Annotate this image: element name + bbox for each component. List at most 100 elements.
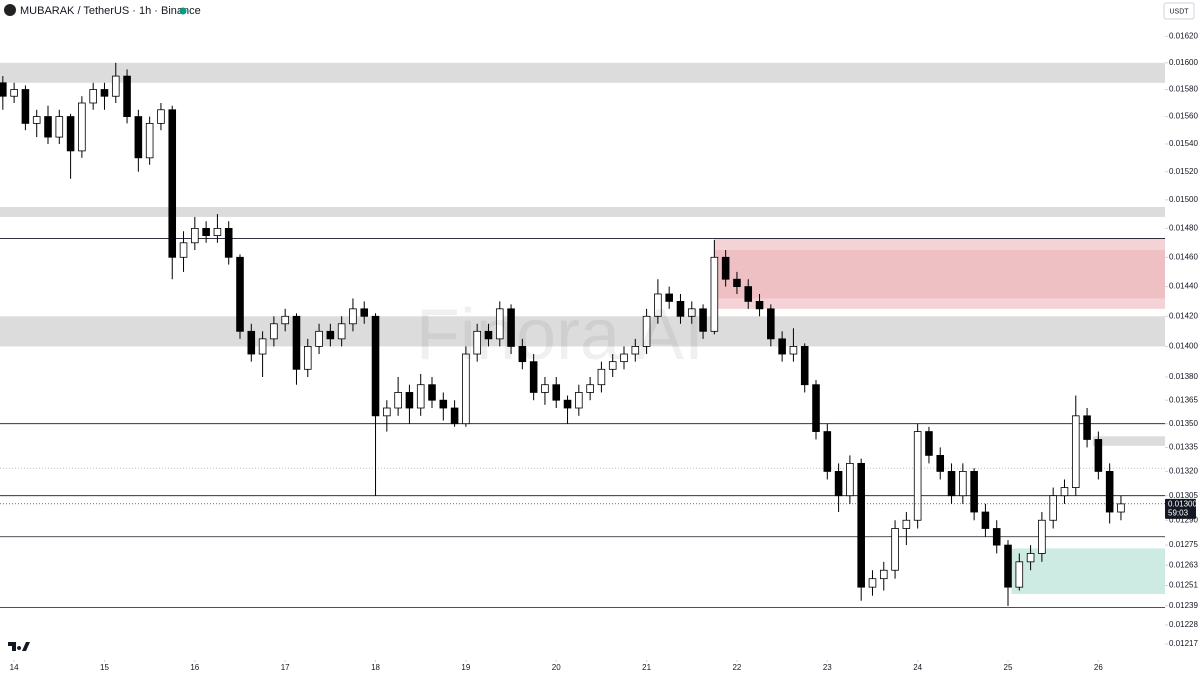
candle-body [405, 392, 414, 409]
candle-body [642, 315, 651, 347]
candle-body [123, 75, 131, 117]
candle-body [563, 399, 572, 409]
y-tick-label: 0.01239 [1169, 601, 1198, 610]
candle-body [326, 330, 335, 340]
candle-body [1038, 519, 1046, 554]
candle-body [383, 407, 391, 417]
x-tick-label: 25 [1004, 663, 1013, 672]
candle-body [981, 511, 990, 529]
y-tick-label: 0.01600 [1169, 58, 1198, 67]
candle-body [89, 89, 97, 104]
candle-body [733, 278, 741, 287]
candle-body [484, 330, 493, 340]
zone [1011, 548, 1165, 594]
y-tick-label: 0.01275 [1169, 540, 1198, 549]
candle-body [767, 308, 775, 340]
candle-body [868, 578, 877, 588]
x-tick-label: 26 [1094, 663, 1103, 672]
y-tick-label: 0.01500 [1169, 195, 1198, 204]
x-tick-label: 21 [642, 663, 651, 672]
candle-body [586, 384, 594, 393]
y-tick-label: 0.01290 [1169, 515, 1198, 524]
candle-body [507, 308, 515, 347]
candle-body [157, 109, 165, 124]
candle-body [270, 323, 278, 340]
tradingview-logo [8, 642, 30, 651]
candle-body [450, 407, 459, 425]
y-tick-label: 0.01335 [1169, 443, 1198, 452]
candle-body [925, 431, 933, 456]
y-tick-label: 0.01380 [1169, 372, 1198, 381]
candle-body [1105, 471, 1114, 513]
x-tick-label: 22 [732, 663, 741, 672]
candle-body [145, 122, 154, 159]
watermark: Finora AI [416, 295, 704, 375]
candle-body [823, 431, 832, 472]
y-tick-label: 0.01560 [1169, 112, 1198, 121]
candle-body [473, 330, 481, 355]
y-tick-label: 0.01350 [1169, 419, 1198, 428]
candle-body [213, 227, 222, 236]
candle-body [778, 338, 786, 355]
y-tick-label: 0.01217 [1169, 639, 1198, 648]
candle-body [970, 471, 978, 513]
candle-body [360, 308, 369, 317]
candle-body [10, 89, 18, 97]
candle-body [191, 227, 199, 244]
candle-body [812, 384, 820, 432]
candle-body [44, 116, 52, 138]
y-tick-label: 0.01540 [1169, 139, 1198, 148]
candle-body [800, 346, 809, 386]
candle-body [315, 330, 323, 347]
zone [0, 316, 1165, 347]
last-price-box [1165, 498, 1196, 519]
zone [0, 206, 1165, 217]
zone [0, 62, 1165, 83]
candle-body [495, 308, 504, 340]
candle-body [100, 89, 109, 97]
y-tick-label: 0.01365 [1169, 395, 1198, 404]
candle-body [834, 471, 843, 497]
currency-label[interactable]: USDT [1169, 8, 1189, 15]
y-tick-label: 0.01228 [1169, 620, 1198, 629]
candle-body [428, 384, 436, 401]
candle-body [394, 392, 402, 409]
countdown-label: 59:03 [1168, 508, 1189, 517]
y-tick-label: 0.01440 [1169, 282, 1198, 291]
candle-body [721, 256, 730, 280]
currency-button[interactable] [1163, 2, 1195, 20]
y-tick-label: 0.01520 [1169, 167, 1198, 176]
candle-body [202, 227, 210, 236]
candle-body [179, 242, 188, 258]
candle-body [552, 384, 561, 401]
candle-body [258, 338, 267, 355]
candle-body [134, 116, 143, 159]
x-tick-label: 15 [100, 663, 109, 672]
candle-body [236, 256, 244, 332]
candle-body [78, 102, 86, 152]
candle-body [281, 315, 289, 325]
x-tick-label: 20 [552, 663, 561, 672]
zone [1092, 436, 1165, 446]
candle-body [789, 346, 798, 355]
candle-body [518, 346, 527, 363]
candle-body [21, 89, 30, 124]
candle-body [947, 471, 956, 497]
candle-body [1004, 544, 1012, 588]
x-tick-label: 16 [190, 663, 199, 672]
y-tick-label: 0.01305 [1169, 491, 1198, 500]
symbol-icon [4, 4, 16, 16]
candle-body [1026, 553, 1035, 563]
y-tick-label: 0.01251 [1169, 581, 1198, 590]
x-tick-label: 19 [461, 663, 470, 672]
plot-area [0, 62, 1165, 609]
candle-body [371, 315, 380, 417]
candle-body [857, 462, 865, 588]
candle-body [168, 109, 177, 258]
candle-body [1083, 415, 1091, 440]
chart-title: MUBARAK / TetherUS · 1h · Binance [20, 5, 201, 17]
y-tick-label: 0.01580 [1169, 85, 1198, 94]
last-price-label: 0.01300 [1168, 499, 1197, 508]
candle-body [710, 256, 719, 332]
